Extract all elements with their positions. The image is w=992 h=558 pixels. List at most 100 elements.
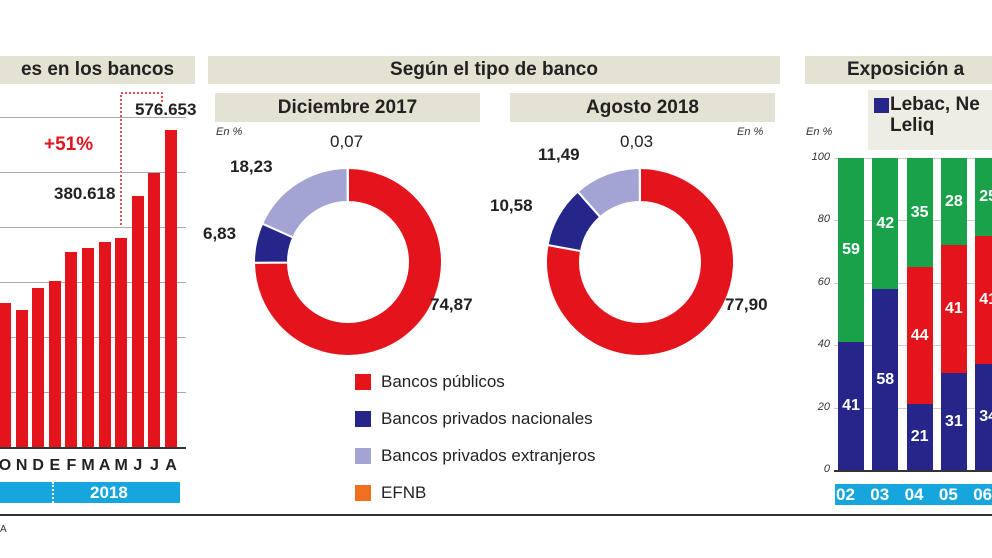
change-label: +51% — [44, 134, 94, 155]
gridline — [0, 227, 186, 228]
bar-F — [65, 251, 78, 447]
bank-type-title: Según el tipo de banco — [390, 59, 598, 80]
y-tick-label: 0 — [823, 463, 830, 475]
legend-efnb: EFNB — [355, 483, 426, 503]
month-label: E — [49, 457, 61, 474]
donut1-slice-0 — [252, 166, 443, 357]
year-label-06: 06 — [973, 485, 992, 504]
segment-05-1 — [940, 245, 967, 374]
month-label: D — [32, 457, 44, 474]
segment-04-1 — [906, 267, 933, 405]
bank-type-title-band: Según el tipo de banco — [208, 56, 780, 84]
start-value-label: 380.618 — [54, 184, 116, 203]
legend-swatch-lebac — [874, 98, 889, 113]
d1-label-publicos: 74,87 — [430, 295, 473, 314]
deposits-title-band: es en los bancos — [0, 56, 195, 84]
segment-03-0 — [872, 289, 899, 470]
segment-06-0 — [975, 363, 992, 470]
month-label: N — [15, 457, 28, 474]
year-label-03: 03 — [870, 485, 890, 504]
change-bracket — [120, 92, 163, 225]
bar-A — [165, 129, 177, 447]
bar-A — [98, 241, 111, 447]
d2-label-publicos: 77,90 — [725, 295, 768, 314]
d2-label-efnb: 0,03 — [620, 132, 654, 151]
legend-publicos: Bancos públicos — [355, 372, 505, 392]
exposure-title-band: Exposición a — [805, 56, 992, 84]
donut1-unit: En % — [216, 126, 243, 138]
segment-label: 41 — [944, 300, 963, 318]
segment-02-2 — [838, 158, 864, 343]
legend-leliq: Leliq — [890, 115, 935, 136]
segment-label: 42 — [876, 214, 895, 232]
d1-label-extranjeros: 18,23 — [230, 157, 273, 176]
donut1-title: Diciembre 2017 — [277, 96, 418, 118]
segment-label: 44 — [910, 326, 929, 344]
segment-05-0 — [940, 373, 967, 470]
legend-nacionales: Bancos privados nacionales — [355, 409, 593, 429]
y-tick-label: 20 — [817, 400, 830, 413]
month-label: M — [81, 457, 95, 474]
donut1-title-band: Diciembre 2017 — [215, 93, 480, 122]
end-value-label: 576.653 — [135, 100, 197, 119]
bar-D — [32, 288, 45, 447]
bar-E — [48, 280, 61, 447]
segment-label: 31 — [944, 412, 963, 430]
d1-label-nacionales: 6,83 — [203, 224, 237, 243]
y-tick-label: 100 — [811, 151, 830, 163]
bottom-rule — [0, 514, 992, 516]
donut2-title: Agosto 2018 — [586, 96, 699, 118]
exposure-legend: Lebac, Ne Leliq — [868, 90, 992, 150]
bar-M — [115, 237, 128, 447]
segment-label: 59 — [842, 241, 860, 259]
y-tick-label: 40 — [817, 338, 830, 351]
legend-label: EFNB — [381, 483, 427, 502]
exposure-title: Exposición a — [847, 59, 965, 80]
segment-label: 58 — [876, 370, 895, 388]
gridline — [0, 447, 186, 449]
legend-swatch — [355, 448, 371, 464]
donut2-slice-0 — [545, 166, 735, 357]
month-label: J — [133, 457, 143, 474]
gridline — [834, 470, 992, 472]
legend-label: Bancos privados nacionales — [381, 409, 593, 428]
bar-O — [0, 302, 11, 447]
legend-label: Bancos públicos — [381, 372, 505, 391]
legend-swatch — [355, 374, 371, 390]
segment-06-2 — [975, 158, 992, 236]
segment-label: 41 — [979, 290, 992, 308]
bar-J — [148, 172, 161, 447]
legend-label: Bancos privados extranjeros — [381, 446, 596, 465]
donut1-slice-2 — [260, 166, 349, 239]
d2-label-extranjeros: 11,49 — [538, 145, 580, 164]
month-label: F — [66, 457, 77, 474]
segment-label: 35 — [910, 203, 929, 221]
segment-label: 21 — [910, 428, 929, 446]
year-label-04: 04 — [904, 485, 924, 504]
legend-extranjeros: Bancos privados extranjeros — [355, 446, 596, 466]
gridline — [0, 117, 186, 118]
source-fragment: A — [0, 524, 7, 535]
segment-04-0 — [906, 404, 933, 470]
year-label: 2018 — [90, 483, 128, 502]
bar-N — [15, 310, 28, 447]
bar-J — [131, 195, 144, 447]
year-divider — [52, 482, 54, 503]
month-label: A — [165, 457, 177, 474]
d1-label-efnb: 0,07 — [330, 132, 364, 151]
year-band: 2018 — [0, 482, 180, 503]
legend-lebac: Lebac, Ne — [890, 94, 980, 115]
segment-label: 34 — [979, 407, 992, 425]
segment-label: 28 — [944, 192, 963, 210]
y-tick-label: 60 — [817, 275, 830, 288]
legend-swatch — [355, 485, 371, 501]
segment-04-2 — [906, 158, 933, 268]
donut2-title-band: Agosto 2018 — [510, 93, 775, 122]
exposure-unit: En % — [806, 126, 833, 138]
segment-label: 41 — [842, 397, 860, 415]
month-label: O — [0, 457, 12, 474]
d2-label-nacionales: 10,58 — [490, 196, 533, 215]
segment-06-1 — [975, 236, 992, 364]
segment-label: 25 — [979, 188, 992, 205]
